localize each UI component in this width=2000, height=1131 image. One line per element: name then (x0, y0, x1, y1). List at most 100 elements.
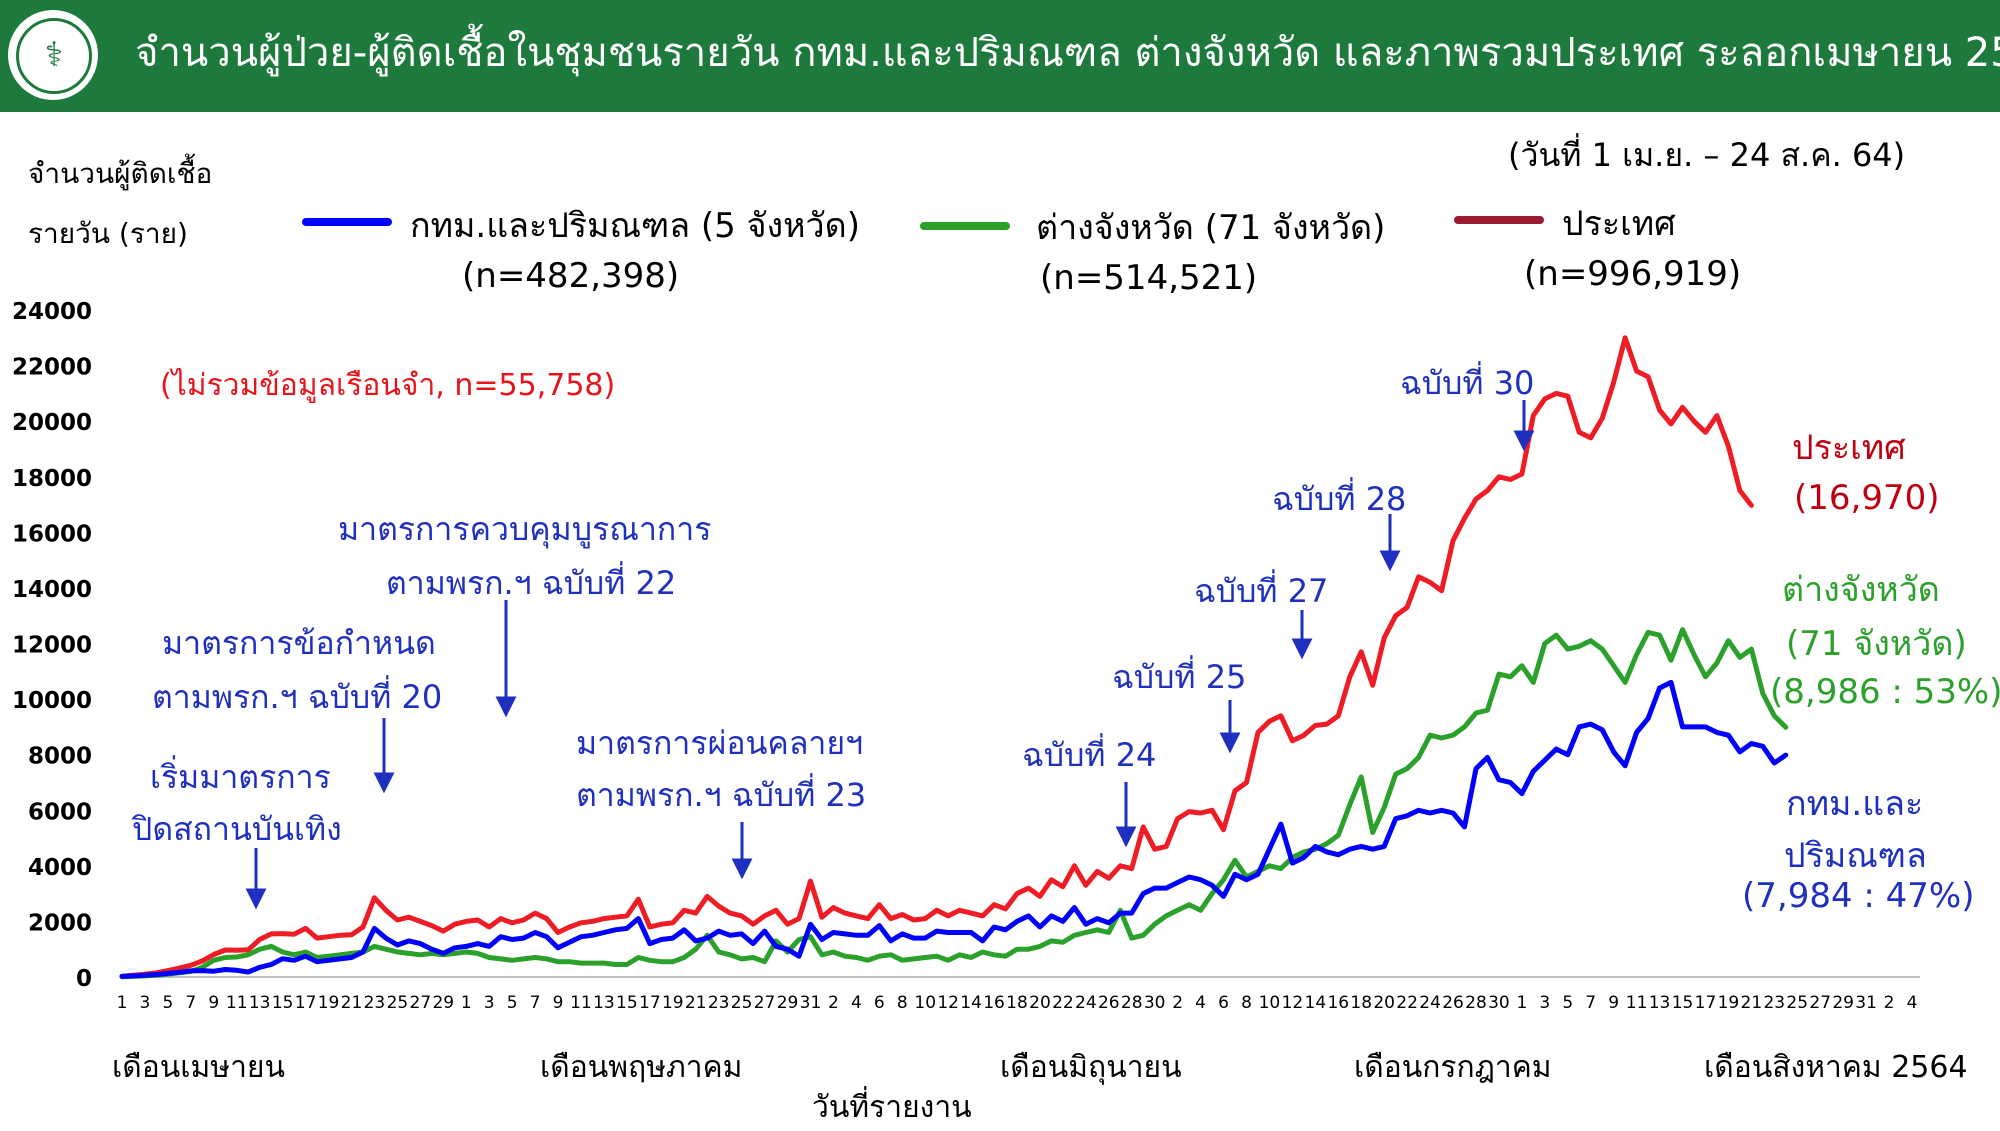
end-value-province: (8,986 : 53%) (1770, 672, 2000, 712)
series-line-province (119, 627, 1789, 980)
month-label-august: เดือนสิงหาคม 2564 (1704, 1050, 1968, 1085)
end-label-province-2: (71 จังหวัด) (1786, 624, 1967, 664)
annotation-decree-23-line1: มาตรการผ่อนคลายฯ (576, 724, 864, 762)
x-tick-label: 16 (1327, 993, 1349, 1013)
x-tick-label: 2 (828, 993, 839, 1013)
x-tick-label: 22 (1396, 993, 1418, 1013)
legend-n-province: (n=514,521) (1040, 258, 1258, 298)
x-tick-label: 29 (1832, 993, 1854, 1013)
x-tick-label: 5 (1562, 993, 1573, 1013)
header-bar: ⚕ จำนวนผู้ป่วย-ผู้ติดเชื้อในชุมชนรายวัน … (0, 0, 2000, 112)
x-tick-label: 21 (1741, 993, 1763, 1013)
x-tick-label: 30 (1488, 993, 1510, 1013)
y-tick-label: 6000 (28, 799, 92, 825)
x-tick-label: 1 (1516, 993, 1527, 1013)
x-tick-label: 2 (1884, 993, 1895, 1013)
arrow-decree-23-icon (731, 822, 753, 880)
arrow-decree-27-icon (1291, 610, 1313, 660)
x-tick-label: 3 (140, 993, 151, 1013)
x-tick-label: 23 (1763, 993, 1785, 1013)
y-tick-label: 16000 (12, 521, 92, 547)
x-tick-label: 17 (1695, 993, 1717, 1013)
excluded-note: (ไม่รวมข้อมูลเรือนจำ, n=55,758) (160, 368, 616, 403)
legend-label-province: ต่างจังหวัด (71 จังหวัด) (1036, 208, 1386, 248)
date-range: (วันที่ 1 เม.ย. – 24 ส.ค. 64) (1508, 136, 1906, 174)
series-line-country (119, 335, 1754, 979)
annotation-decree-20-line1: มาตรการข้อกำหนด (162, 624, 436, 662)
x-tick-label: 18 (1350, 993, 1372, 1013)
end-label-country: ประเทศ (1792, 428, 1906, 468)
x-tick-label: 10 (1259, 993, 1281, 1013)
x-tick-label: 5 (162, 993, 173, 1013)
x-tick-label: 6 (874, 993, 885, 1013)
legend-label-country: ประเทศ (1562, 204, 1676, 244)
x-tick-label: 8 (897, 993, 908, 1013)
annotation-decree-23-line2: ตามพรก.ฯ ฉบับที่ 23 (576, 776, 867, 814)
x-tick-label: 17 (639, 993, 661, 1013)
x-tick-label: 15 (1672, 993, 1694, 1013)
x-tick-label: 16 (983, 993, 1005, 1013)
y-tick-label: 8000 (28, 744, 92, 770)
x-tick-label: 31 (800, 993, 822, 1013)
annotation-decree-28: ฉบับที่ 28 (1272, 480, 1407, 518)
x-tick-label: 7 (1585, 993, 1596, 1013)
end-label-bkk-1: กทม.และ (1786, 784, 1924, 824)
legend-swatch-province (920, 222, 1010, 230)
x-tick-label: 15 (272, 993, 294, 1013)
arrow-decree-28-icon (1379, 514, 1401, 572)
x-tick-label: 12 (937, 993, 959, 1013)
x-tick-label: 19 (662, 993, 684, 1013)
x-tick-label: 15 (616, 993, 638, 1013)
x-tick-label: 28 (1465, 993, 1487, 1013)
x-tick-label: 3 (484, 993, 495, 1013)
month-label-may: เดือนพฤษภาคม (540, 1050, 743, 1085)
y-tick-label: 24000 (12, 299, 92, 325)
x-tick-label: 12 (1282, 993, 1304, 1013)
y-tick-label: 14000 (12, 577, 92, 603)
x-tick-label: 11 (570, 993, 592, 1013)
y-tick-label: 10000 (12, 688, 92, 714)
legend-swatch-bkk (302, 218, 392, 226)
x-tick-label: 20 (1029, 993, 1051, 1013)
x-tick-label: 25 (387, 993, 409, 1013)
arrow-decree-30-icon (1513, 400, 1535, 452)
annotation-entertainment-closure-line2: ปิดสถานบันเทิง (132, 810, 342, 848)
x-tick-label: 23 (364, 993, 386, 1013)
x-tick-label: 11 (226, 993, 248, 1013)
x-tick-label: 4 (1195, 993, 1206, 1013)
end-label-province-1: ต่างจังหวัด (1782, 570, 1940, 610)
y-tick-label: 4000 (28, 855, 92, 881)
x-tick-label: 11 (1626, 993, 1648, 1013)
arrow-decree-22-icon (495, 600, 517, 718)
x-tick-label: 19 (1718, 993, 1740, 1013)
x-tick-label: 17 (295, 993, 317, 1013)
x-tick-label: 26 (1442, 993, 1464, 1013)
x-axis-label: วันที่รายงาน (812, 1090, 972, 1125)
annotation-decree-30: ฉบับที่ 30 (1400, 364, 1535, 402)
y-tick-label: 20000 (12, 410, 92, 436)
x-tick-label: 25 (1786, 993, 1808, 1013)
x-tick-label: 29 (777, 993, 799, 1013)
annotation-decree-22-line1: มาตรการควบคุมบูรณาการ (338, 510, 712, 548)
x-tick-label: 19 (318, 993, 340, 1013)
month-label-july: เดือนกรกฎาคม (1354, 1050, 1552, 1085)
annotation-decree-24: ฉบับที่ 24 (1022, 736, 1157, 774)
x-tick-label: 7 (530, 993, 541, 1013)
x-tick-label: 13 (1649, 993, 1671, 1013)
x-tick-label: 3 (1539, 993, 1550, 1013)
end-value-country: (16,970) (1794, 478, 1940, 518)
legend-n-country: (n=996,919) (1524, 254, 1742, 294)
annotation-decree-20-line2: ตามพรก.ฯ ฉบับที่ 20 (152, 678, 443, 716)
x-tick-label: 21 (685, 993, 707, 1013)
x-tick-label: 13 (593, 993, 615, 1013)
legend-n-bkk: (n=482,398) (462, 256, 680, 296)
x-tick-label: 30 (1144, 993, 1166, 1013)
y-tick-label: 12000 (12, 633, 92, 659)
x-tick-label: 1 (461, 993, 472, 1013)
x-tick-label: 1 (117, 993, 128, 1013)
arrow-decree-24-icon (1115, 782, 1137, 848)
x-tick-label: 7 (185, 993, 196, 1013)
x-tick-label: 2 (1172, 993, 1183, 1013)
x-tick-label: 14 (1305, 993, 1327, 1013)
x-tick-label: 4 (851, 993, 862, 1013)
